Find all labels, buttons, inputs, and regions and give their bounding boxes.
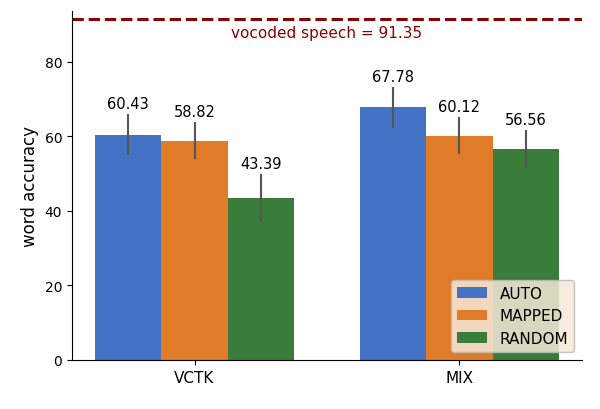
Text: 58.82: 58.82 — [173, 105, 215, 120]
Text: vocoded speech = 91.35: vocoded speech = 91.35 — [232, 26, 422, 41]
Text: 43.39: 43.39 — [240, 157, 281, 171]
Bar — [427, 136, 493, 360]
Bar — [161, 141, 227, 360]
Bar — [360, 108, 427, 360]
Bar — [493, 150, 559, 360]
Y-axis label: word accuracy: word accuracy — [21, 126, 39, 247]
Text: 60.12: 60.12 — [439, 100, 481, 115]
Bar — [227, 199, 294, 360]
Bar — [95, 135, 161, 360]
Text: 67.78: 67.78 — [372, 70, 414, 85]
Text: 56.56: 56.56 — [505, 113, 547, 128]
Legend: AUTO, MAPPED, RANDOM: AUTO, MAPPED, RANDOM — [451, 280, 574, 352]
Text: 60.43: 60.43 — [107, 97, 149, 112]
